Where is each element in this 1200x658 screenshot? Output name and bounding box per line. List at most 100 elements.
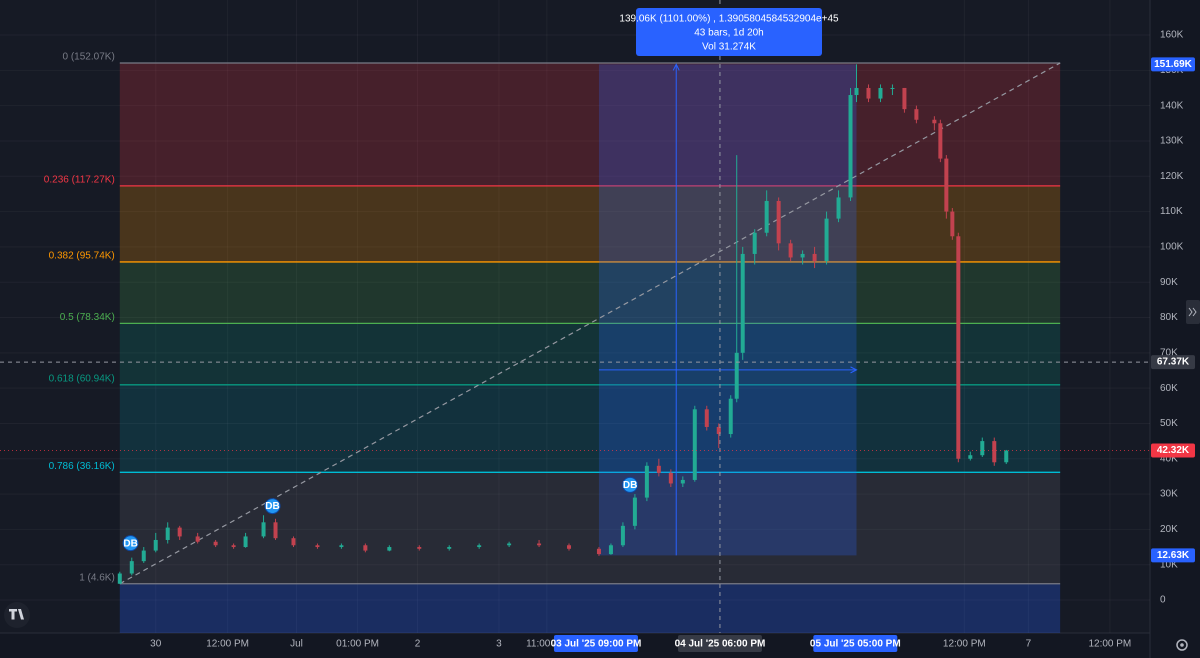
candle-body [477, 545, 482, 548]
collapse-bg[interactable] [1186, 300, 1200, 324]
settings-icon[interactable] [1180, 643, 1184, 647]
candle-body [716, 426, 721, 435]
candle-body [213, 541, 218, 546]
candle-body [387, 547, 392, 551]
candle-body [291, 538, 296, 546]
crosshair-price: 67.37K [1157, 357, 1190, 368]
collapse-icon[interactable] [1188, 307, 1197, 317]
candle-body [734, 352, 739, 399]
candle-body [315, 545, 320, 548]
fib-band [119, 323, 1061, 385]
measure-tooltip-text: 139.06K (1101.00%) , 1.3905804584532904e… [619, 14, 839, 25]
candle-body [956, 236, 961, 459]
range-label: 03 Jul '25 09:00 PM [551, 639, 642, 650]
range-label-bg [677, 635, 762, 652]
y-tick-label: 90K [1160, 277, 1178, 288]
range-label-bg [553, 635, 638, 652]
price-marker-bg [1151, 548, 1195, 563]
candle-body [692, 409, 697, 480]
db-marker [622, 476, 639, 493]
fib-label: 1 (4.6K) [79, 572, 115, 583]
candle-body [764, 200, 769, 233]
candle-body [165, 527, 170, 540]
candle-body [596, 548, 601, 555]
fib-label: 0.618 (60.94K) [49, 373, 115, 384]
logo-mark [9, 609, 24, 620]
candle-body [620, 525, 625, 546]
candle-body [339, 545, 344, 548]
measure-tooltip-text: 43 bars, 1d 20h [694, 28, 764, 39]
logo-bg [4, 602, 30, 628]
price-axis-background [1150, 0, 1200, 658]
range-arrow [672, 63, 680, 71]
x-tick-label: 11:00 AM [526, 639, 568, 650]
candle-body [704, 409, 709, 427]
fib-label: 0.5 (78.34K) [60, 312, 115, 323]
candle-body [447, 547, 452, 549]
candle-body [776, 200, 781, 244]
candle-body [644, 465, 649, 498]
candle-body [1004, 450, 1009, 463]
db-marker [122, 535, 139, 552]
candle-body [740, 253, 745, 353]
y-tick-label: 10K [1160, 559, 1178, 570]
y-tick-label: 40K [1160, 453, 1178, 464]
candle-body [968, 455, 973, 459]
candle-body [980, 441, 985, 456]
y-tick-label: 20K [1160, 524, 1178, 535]
candle-body [944, 158, 949, 212]
range-label: 05 Jul '25 05:00 PM [810, 639, 901, 650]
measure-tooltip [636, 8, 822, 56]
crosshair-price-bg [1151, 355, 1195, 370]
candle-body [632, 497, 637, 526]
candle-body [195, 536, 200, 542]
range-label: 04 Jul '25 06:00 PM [675, 639, 766, 650]
candle-body [788, 243, 793, 258]
x-tick-label: 7 [1026, 639, 1032, 650]
candle-body [608, 545, 613, 555]
candle-body [800, 253, 805, 258]
candle-body [129, 561, 134, 574]
y-tick-label: 160K [1160, 30, 1184, 41]
x-tick-label: 3 [496, 639, 502, 650]
candle-body [363, 545, 368, 551]
range-arrow [850, 366, 858, 374]
x-tick-label: 30 [150, 639, 162, 650]
candle-body [866, 87, 871, 99]
fib-label: 0.236 (117.27K) [44, 175, 115, 186]
candle-body [728, 398, 733, 435]
fib-band [119, 63, 1061, 186]
candle-body [752, 232, 757, 254]
x-tick-label: 12:00 PM [1088, 639, 1131, 650]
collapse-button[interactable] [1186, 300, 1200, 324]
y-tick-label: 100K [1160, 242, 1184, 253]
y-tick-label: 60K [1160, 383, 1178, 394]
fib-label: 0.382 (95.74K) [49, 251, 115, 262]
candle-body [902, 87, 907, 110]
candle-body [273, 522, 278, 539]
settings-icon[interactable] [1176, 639, 1188, 651]
db-marker-label: DB [123, 538, 137, 549]
y-tick-label: 50K [1160, 418, 1178, 429]
candle-body [537, 543, 542, 546]
price-marker: 42.32K [1157, 445, 1190, 456]
candle-body [812, 253, 817, 261]
tv-logo [4, 602, 30, 628]
x-tick-label: 01:00 PM [336, 639, 379, 650]
fib-band [119, 472, 1061, 584]
candle-body [932, 119, 937, 124]
candle-body [153, 539, 158, 551]
fib-label: 0.786 (36.16K) [49, 461, 115, 472]
fib-band [119, 384, 1061, 473]
candle-body [141, 550, 146, 562]
settings-button[interactable] [1176, 639, 1188, 651]
candle-body [878, 87, 883, 99]
fib-band [119, 185, 1061, 262]
y-tick-label: 110K [1160, 206, 1183, 217]
candle-body [668, 472, 673, 484]
candle-body [243, 536, 248, 548]
fib-band [119, 583, 1061, 633]
candle-body [938, 123, 943, 159]
